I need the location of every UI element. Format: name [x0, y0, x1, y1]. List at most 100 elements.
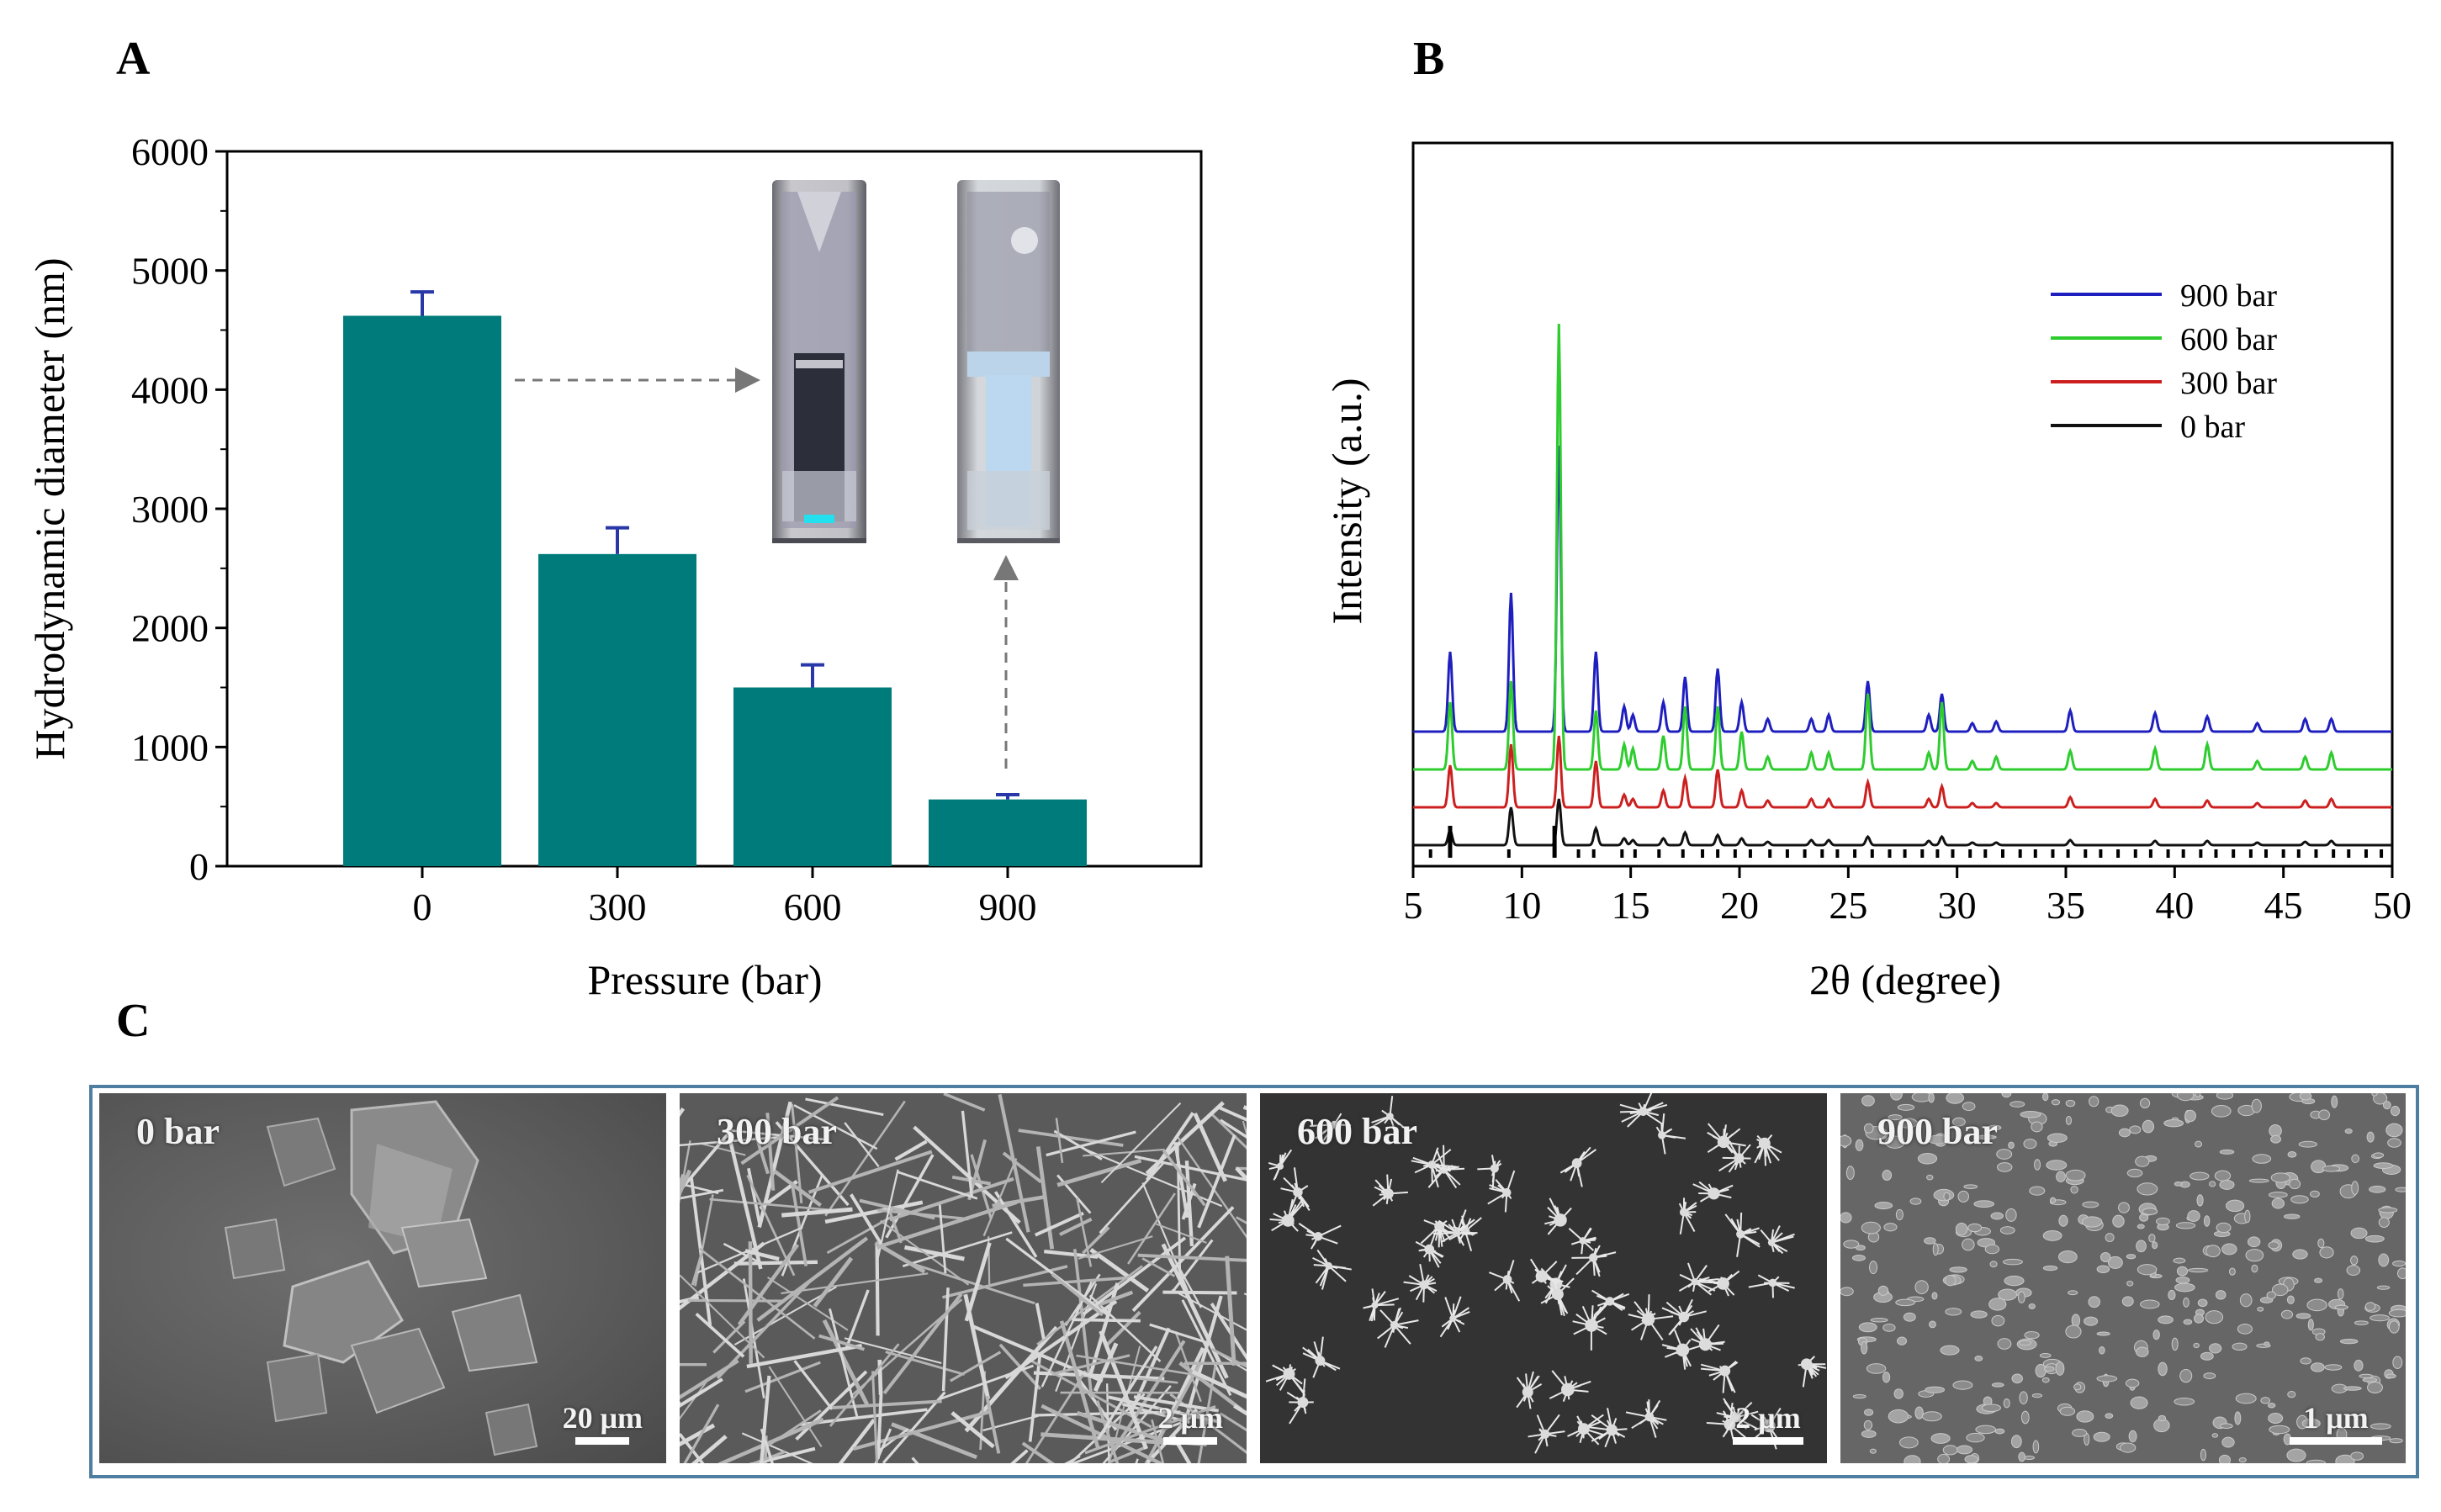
nanoparticle	[2385, 1123, 2403, 1138]
nanoparticle	[2088, 1296, 2100, 1308]
needle-crystal	[885, 1351, 966, 1376]
needle-crystal	[726, 1129, 828, 1141]
y-axis-label-a: Hydrodynamic diameter (nm)	[26, 257, 73, 759]
needle-crystal	[1076, 1354, 1201, 1377]
nanoparticle	[1898, 1118, 1918, 1129]
nanoparticle	[2271, 1197, 2285, 1209]
star-crystal-core	[1276, 1162, 1284, 1171]
x-axis-label-a: Pressure (bar)	[587, 956, 822, 1003]
star-crystal-core	[1691, 1277, 1699, 1286]
nanoparticle	[2187, 1210, 2200, 1222]
nanoparticle	[1937, 1453, 1951, 1463]
nanoparticle	[1855, 1139, 1864, 1151]
y-tick-label: 3000	[131, 488, 209, 531]
needle-crystal	[680, 1377, 723, 1409]
nanoparticle	[2209, 1343, 2222, 1354]
nanoparticle	[2307, 1319, 2314, 1331]
needle-crystal	[793, 1360, 834, 1410]
nanoparticle	[1996, 1162, 2013, 1172]
x-tick-label: 900	[979, 886, 1037, 928]
y-tick-label: 2000	[131, 607, 209, 650]
nanoparticle	[1929, 1320, 1936, 1329]
nanoparticle	[1869, 1261, 1878, 1275]
nanoparticle	[1988, 1124, 2002, 1131]
nanoparticle	[2136, 1240, 2147, 1253]
needle-crystal	[1127, 1192, 1176, 1265]
needle-crystal	[765, 1113, 776, 1191]
nanoparticle	[2120, 1442, 2137, 1453]
needle-crystal	[1099, 1162, 1164, 1234]
nanoparticle	[2216, 1093, 2234, 1100]
needle-crystal	[700, 1142, 746, 1156]
needle-crystal	[874, 1428, 892, 1463]
nanoparticle	[2387, 1138, 2401, 1148]
nanoparticle	[2042, 1265, 2058, 1271]
nanoparticle	[2287, 1391, 2296, 1398]
x-tick-label: 30	[1938, 884, 1977, 927]
nanoparticle	[2058, 1214, 2068, 1227]
nanoparticle	[2280, 1309, 2294, 1319]
needle-crystal	[1051, 1273, 1104, 1317]
nanoparticle	[2070, 1186, 2078, 1194]
needle-crystal	[1243, 1293, 1247, 1296]
nanoparticle	[2057, 1250, 2078, 1264]
needle-crystal	[971, 1324, 1104, 1383]
star-crystal-core	[1371, 1302, 1379, 1309]
needle-crystal	[680, 1274, 765, 1359]
nanoparticle	[1991, 1314, 2005, 1327]
x-tick-label: 35	[2047, 884, 2085, 927]
needle-crystal	[1023, 1276, 1136, 1287]
nanoparticle	[2244, 1209, 2251, 1224]
x-tick-label: 15	[1612, 884, 1650, 927]
nanoparticle	[2346, 1265, 2361, 1276]
needle-crystal	[790, 1182, 808, 1266]
bar	[538, 553, 696, 866]
nanoparticle	[2292, 1249, 2308, 1260]
nanoparticle	[2301, 1418, 2321, 1429]
panel-label-b: B	[1413, 33, 1444, 85]
needle-crystal	[680, 1169, 692, 1198]
needle-crystal	[1149, 1323, 1207, 1344]
nanoparticle	[1966, 1432, 1985, 1443]
nanoparticle	[2269, 1123, 2282, 1138]
needle-crystal	[938, 1204, 947, 1274]
needle-crystal	[1174, 1330, 1202, 1403]
star-crystal-arm	[1433, 1229, 1458, 1234]
nanoparticle	[2200, 1351, 2214, 1361]
nanoparticle	[2072, 1428, 2088, 1437]
nanoparticle	[1956, 1445, 1973, 1455]
needle-crystal	[1172, 1256, 1202, 1308]
needle-crystal	[951, 1175, 992, 1186]
nanoparticle	[2031, 1121, 2043, 1133]
nanoparticle	[2107, 1256, 2123, 1269]
nanoparticle	[2385, 1373, 2396, 1379]
nanoparticle	[2029, 1186, 2046, 1196]
nanoparticle	[2214, 1170, 2232, 1182]
nanoparticle	[1885, 1135, 1905, 1149]
sem-needles-300	[680, 1093, 1247, 1463]
needle-crystal	[1134, 1155, 1247, 1182]
bar-chart-a: 0 1000 2000 3000 4000 5000 6000 0 300 600 900 Pre…	[26, 130, 1203, 1003]
star-crystal-core	[1502, 1275, 1512, 1284]
nanoparticle	[2055, 1361, 2065, 1376]
nanoparticle	[1882, 1372, 1891, 1383]
nanoparticle	[2183, 1319, 2193, 1325]
nanoparticle	[2390, 1105, 2401, 1117]
nanoparticle	[2059, 1406, 2076, 1416]
needle-crystal	[1156, 1223, 1207, 1244]
needle-crystal	[1035, 1146, 1055, 1250]
sem-label: 0 bar	[136, 1111, 220, 1152]
needle-crystal	[838, 1419, 876, 1463]
nanoparticle	[2168, 1289, 2176, 1300]
needle-crystal	[1021, 1441, 1055, 1463]
star-crystal-arm	[1432, 1163, 1457, 1168]
nanoparticle	[2003, 1398, 2010, 1409]
nanoparticle	[2251, 1264, 2258, 1273]
nanoparticle	[2370, 1314, 2391, 1322]
nanoparticle	[2373, 1152, 2385, 1159]
nanoparticle	[2221, 1243, 2237, 1256]
needle-crystal	[1076, 1410, 1170, 1445]
nanoparticle	[1895, 1298, 1915, 1307]
needle-crystal	[691, 1435, 728, 1463]
needle-crystal	[894, 1139, 928, 1161]
